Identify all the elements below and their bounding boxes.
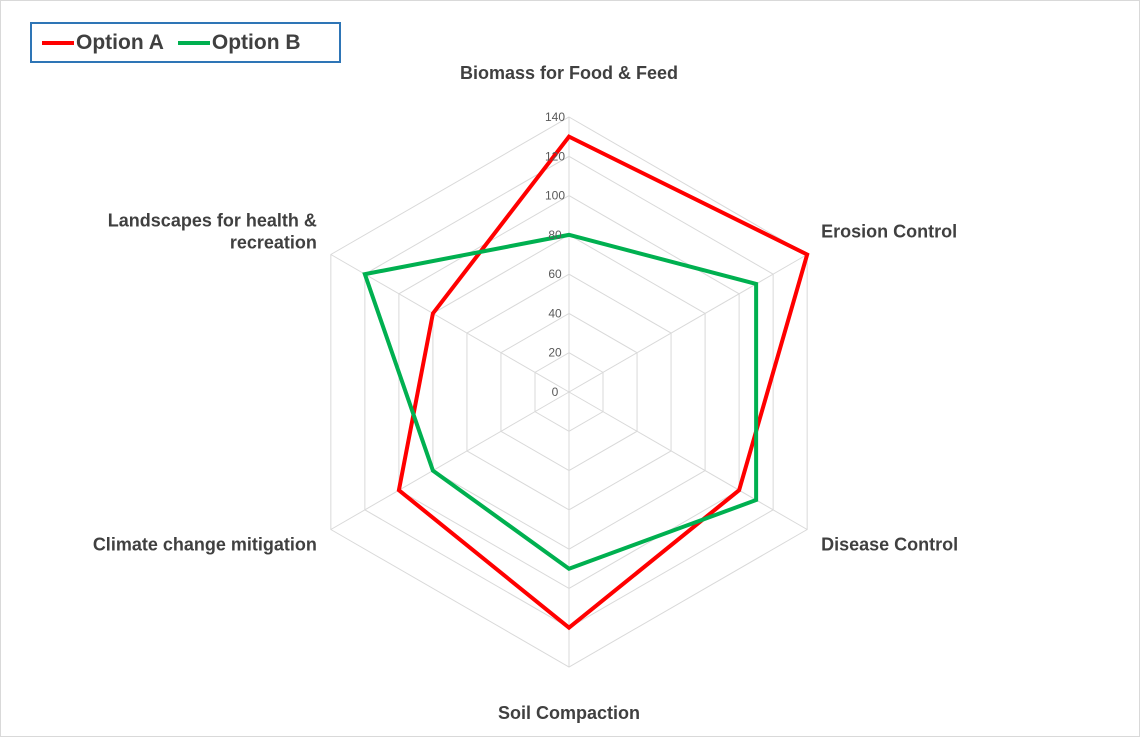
legend-item-option-a: Option A (42, 31, 164, 55)
tick-label: 20 (548, 346, 562, 360)
chart-legend: Option A Option B (30, 22, 341, 63)
radar-category-labels: Biomass for Food & Feed Erosion Control Di… (93, 63, 958, 723)
grid-spoke (330, 391, 570, 530)
tick-label: 40 (548, 306, 562, 320)
legend-label-option-a: Option A (76, 30, 164, 54)
tick-label: 60 (548, 267, 562, 281)
tick-label: 80 (548, 228, 562, 242)
category-label-line: Climate change mitigation (93, 535, 317, 555)
series-line-option-b (362, 232, 759, 572)
grid-spoke (568, 254, 808, 393)
category-label-line: Landscapes for health & (108, 211, 317, 231)
tick-label: 140 (545, 110, 565, 124)
tick-label: 0 (552, 385, 559, 399)
radar-series (362, 134, 810, 631)
category-label-line: Soil Compaction (498, 703, 640, 723)
category-label-line: Biomass for Food & Feed (460, 63, 678, 83)
category-label: Climate change mitigation (93, 535, 317, 555)
legend-swatch-option-b (177, 40, 210, 45)
tick-label: 120 (545, 149, 565, 163)
category-label-line: recreation (230, 233, 317, 253)
legend-label-option-b: Option B (211, 30, 301, 54)
category-label: Soil Compaction (498, 703, 640, 723)
grid-spoke (330, 254, 570, 393)
tick-label: 100 (545, 189, 565, 203)
category-label: Erosion Control (821, 222, 957, 242)
legend-swatch-option-a (42, 40, 74, 45)
category-label-line: Erosion Control (821, 222, 957, 242)
category-label-line: Disease Control (821, 535, 958, 555)
legend-item-option-b: Option B (177, 30, 301, 55)
radar-grid (330, 116, 808, 668)
category-label: Landscapes for health &recreation (108, 211, 317, 253)
series-line-option-a (396, 134, 810, 631)
grid-spoke (568, 391, 808, 530)
radar-tick-labels: 0 20 40 60 80 100 120 140 (545, 110, 565, 399)
category-label: Biomass for Food & Feed (460, 63, 678, 83)
category-label: Disease Control (821, 535, 958, 555)
